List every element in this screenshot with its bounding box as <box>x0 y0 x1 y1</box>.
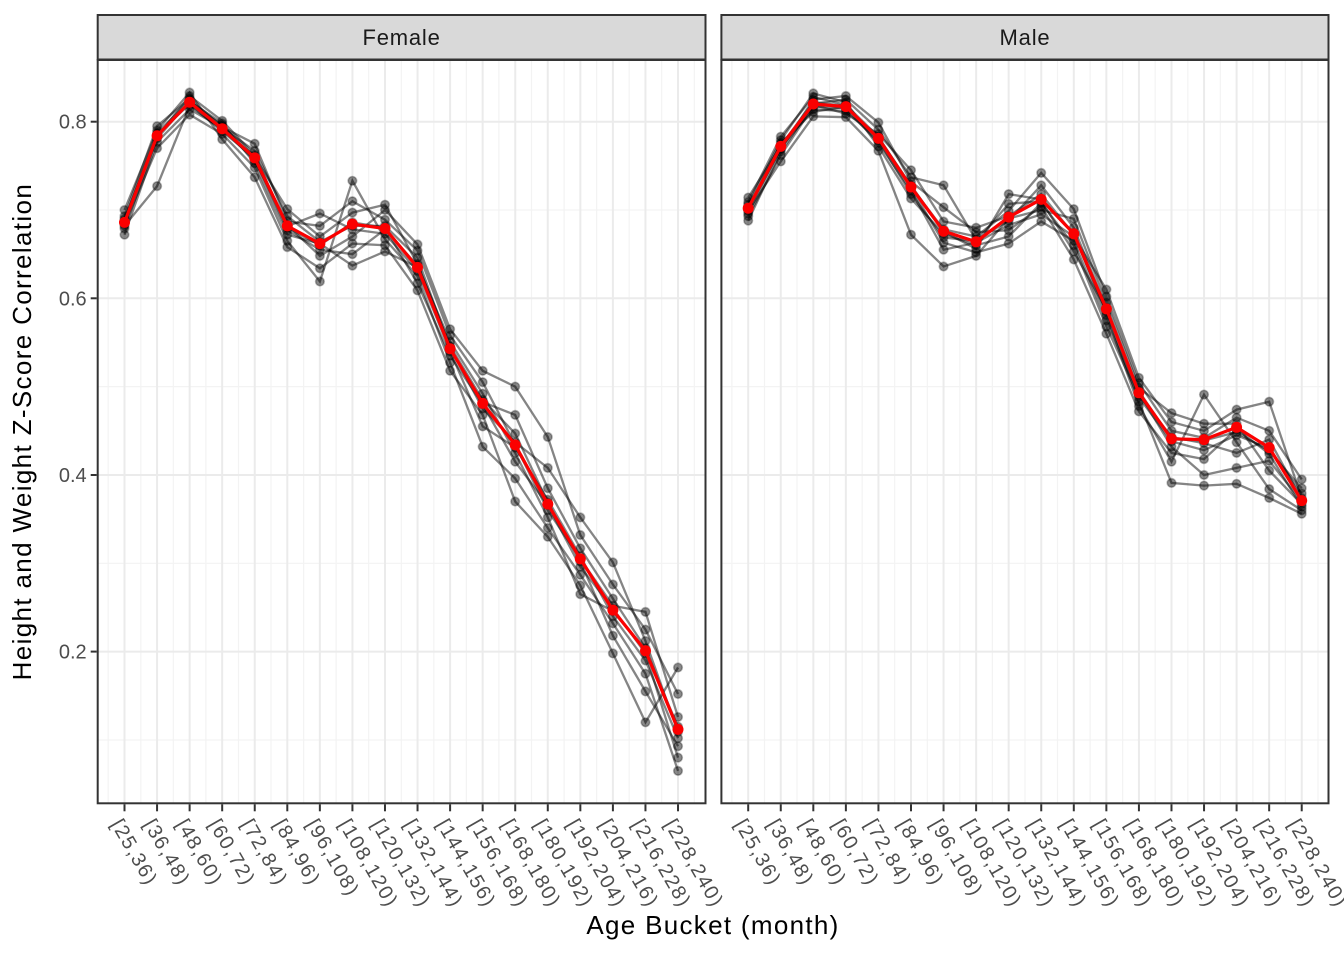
svg-text:Female: Female <box>363 25 441 50</box>
svg-text:0.8: 0.8 <box>59 112 87 134</box>
svg-text:Age Bucket (month): Age Bucket (month) <box>586 910 839 940</box>
svg-text:0.2: 0.2 <box>59 642 87 664</box>
svg-text:0.4: 0.4 <box>59 465 87 487</box>
svg-text:Height and Weight Z-Score Corr: Height and Weight Z-Score Correlation <box>7 183 37 680</box>
svg-text:Male: Male <box>1000 25 1051 50</box>
svg-text:0.6: 0.6 <box>59 288 87 310</box>
